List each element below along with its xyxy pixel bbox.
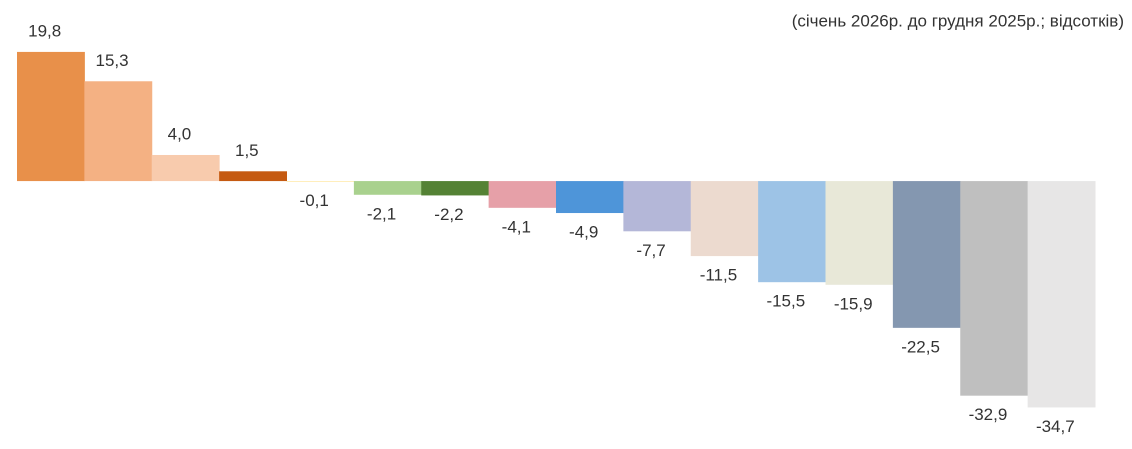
chart-subtitle: (січень 2026р. до грудня 2025р.; відсотк…: [792, 11, 1124, 30]
data-label: -2,2: [434, 205, 463, 224]
bar: [488, 181, 557, 208]
bar: [219, 171, 287, 182]
bar: [690, 181, 759, 257]
bar: [623, 181, 692, 232]
data-label: -4,9: [569, 223, 598, 242]
bar: [556, 181, 624, 214]
bar: [758, 181, 826, 283]
bar: [286, 181, 355, 182]
bar: [84, 81, 153, 182]
bar: [825, 181, 894, 285]
bar: [151, 154, 220, 182]
bar: [960, 181, 1029, 396]
bar: [892, 181, 961, 328]
data-label: 1,5: [235, 141, 259, 160]
data-label: -32,9: [969, 405, 1008, 424]
data-label: -15,5: [766, 292, 805, 311]
data-label: -2,1: [367, 204, 396, 223]
data-label: -11,5: [700, 266, 738, 285]
data-label: -7,7: [636, 241, 665, 260]
data-label: -15,9: [834, 294, 873, 313]
data-label: 4,0: [168, 124, 192, 143]
data-label: -22,5: [901, 337, 940, 356]
data-label: -0,1: [300, 191, 329, 210]
data-label: -4,1: [502, 217, 531, 236]
data-label: -34,7: [1036, 417, 1075, 436]
data-label: 19,8: [28, 21, 61, 40]
bar: [353, 181, 422, 195]
bar: [1027, 181, 1096, 408]
bar: [17, 51, 85, 182]
data-label: 15,3: [96, 51, 129, 70]
bar: [421, 181, 490, 196]
